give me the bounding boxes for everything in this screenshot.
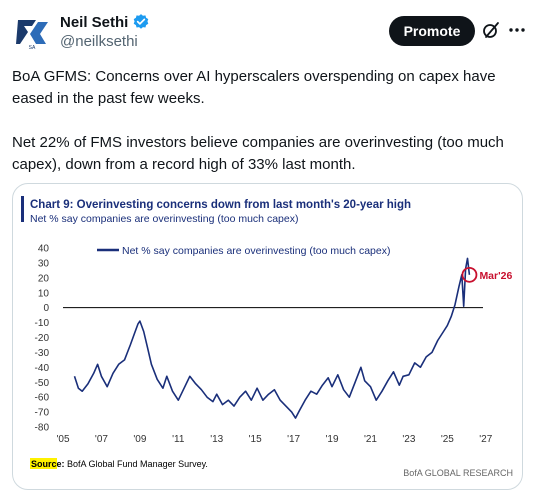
x-tick-label: '27 [479,434,492,445]
y-tick-label: 20 [38,273,50,284]
chart-footer: BofA GLOBAL RESEARCH [403,468,513,478]
y-tick-label: -30 [35,348,50,359]
x-tick-label: '15 [249,434,262,445]
x-tick-label: '23 [402,434,415,445]
logo-mark-right [30,22,48,44]
more-icon[interactable] [507,20,527,40]
verified-badge-icon [134,14,149,29]
y-axis-ticks: 40 30 20 10 0 -10 -20 -30 -40 -50 -60 -70 -80 [35,244,50,434]
author-row: Neil Sethi [60,13,150,31]
promote-button[interactable]: Promote [389,16,475,46]
source-text: BofA Global Fund Manager Survey. [65,459,208,469]
source-line: Source: BofA Global Fund Manager Survey. [31,459,208,469]
x-tick-label: '11 [172,434,185,445]
avatar[interactable]: SA [12,12,52,52]
y-tick-label: 0 [43,303,49,314]
x-tick-label: '21 [364,434,377,445]
tweet-paragraph-1: BoA GFMS: Concerns over AI hyperscalers … [12,68,496,107]
x-tick-label: '07 [95,434,108,445]
y-tick-label: -40 [35,363,50,374]
display-name[interactable]: Neil Sethi [60,13,129,31]
y-tick-label: -80 [35,423,50,434]
legend-label: Net % say companies are overinvesting (t… [122,245,390,257]
avatar-text: SA [29,45,36,51]
tweet-media-chart[interactable]: Chart 9: Overinvesting concerns down fro… [12,183,523,490]
x-tick-label: '13 [210,434,223,445]
chart-svg: Chart 9: Overinvesting concerns down fro… [21,196,513,478]
x-tick-label: '19 [326,434,339,445]
tweet-text: BoA GFMS: Concerns over AI hyperscalers … [12,66,517,176]
y-tick-label: 30 [38,258,50,269]
y-tick-label: -50 [35,378,50,389]
y-tick-label: -70 [35,408,50,419]
y-tick-label: 40 [38,244,50,255]
y-tick-label: -60 [35,393,50,404]
highlight-circle [461,266,478,283]
y-tick-label: -20 [35,333,50,344]
chart-subtitle: Net % say companies are overinvesting (t… [30,213,298,225]
title-accent-bar [21,196,24,222]
handle[interactable]: @neilksethi [60,33,138,50]
x-tick-label: '25 [441,434,454,445]
annotation-label: Mar'26 [479,270,512,282]
source-label: Source: [31,459,65,469]
y-tick-label: 10 [38,288,50,299]
y-tick-label: -10 [35,318,50,329]
logo-mark-left [16,20,36,44]
tweet-paragraph-2: Net 22% of FMS investors believe compani… [12,134,504,173]
grok-icon[interactable] [481,20,501,40]
x-tick-label: '17 [287,434,300,445]
x-tick-label: '09 [133,434,146,445]
chart-legend: Net % say companies are overinvesting (t… [97,245,390,257]
x-tick-label: '05 [56,434,69,445]
series-line [73,257,471,419]
chart-title: Chart 9: Overinvesting concerns down fro… [30,199,411,211]
x-axis-ticks: '05 '07 '09 '11 '13 '15 '17 '19 '21 '23 '25 '27 [56,434,492,445]
source-highlight [30,458,57,469]
